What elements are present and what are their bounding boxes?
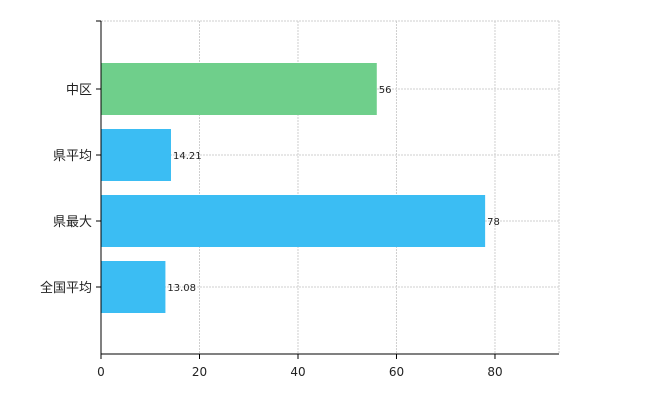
category-label: 県最大: [53, 215, 92, 230]
bar-value-label: 13.08: [167, 283, 196, 294]
bar-value-label: 14.21: [173, 151, 202, 162]
x-tick-label: 80: [487, 365, 502, 379]
bar-value-label: 78: [487, 217, 500, 228]
bar: [101, 195, 486, 247]
bar: [101, 261, 166, 313]
category-label: 中区: [66, 83, 92, 98]
bar: [101, 129, 171, 181]
bars: [101, 63, 486, 313]
x-tick-label: 20: [192, 365, 207, 379]
x-tick-label: 60: [389, 365, 404, 379]
bar: [101, 63, 377, 115]
x-tick-labels: 0 20 40 60 80: [97, 354, 503, 379]
category-label: 全国平均: [40, 280, 92, 296]
bar-value-label: 56: [379, 85, 392, 96]
category-label: 県平均: [53, 149, 92, 164]
value-labels: 56 14.21 78 13.08: [167, 85, 499, 294]
x-tick-label: 0: [97, 365, 105, 379]
x-tick-label: 40: [290, 365, 305, 379]
